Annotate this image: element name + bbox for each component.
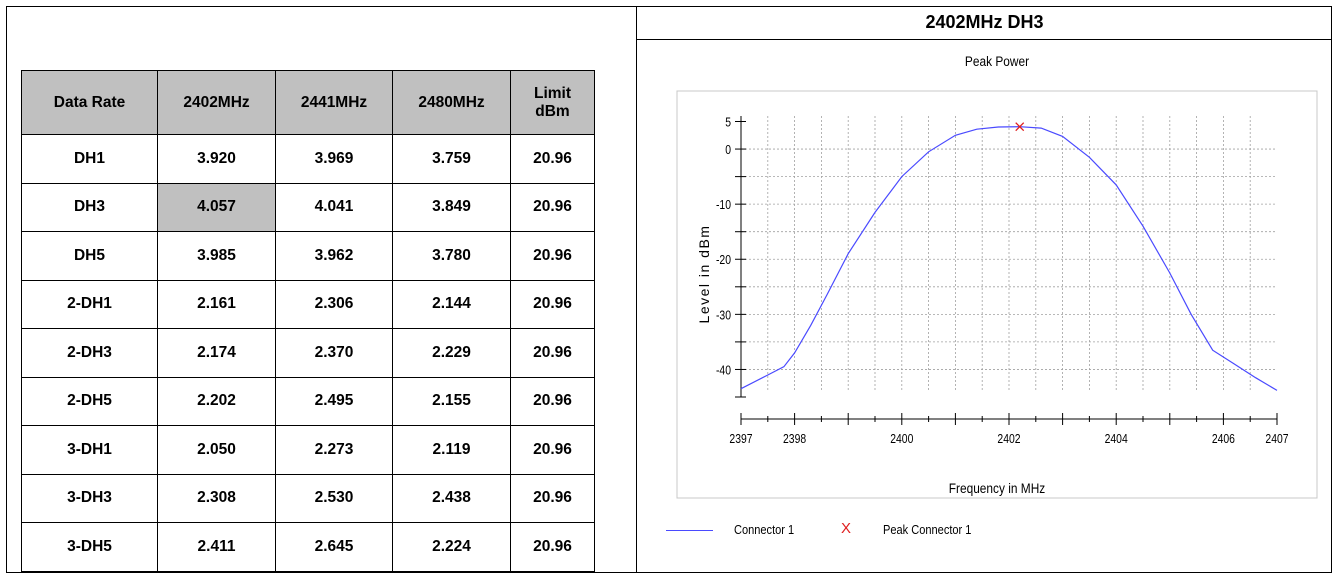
value-cell: 20.96 [510, 279, 595, 329]
data-rate-cell: 3-DH5 [21, 522, 158, 572]
value-cell: 20.96 [510, 182, 595, 232]
value-cell: 2.308 [157, 473, 276, 523]
value-cell: 20.96 [510, 376, 595, 426]
data-rate-cell: DH3 [21, 182, 158, 232]
panel-divider [636, 6, 637, 573]
data-rate-cell: 2-DH5 [21, 376, 158, 426]
y-axis-label: Level in dBm [696, 225, 712, 324]
value-cell: 3.985 [157, 231, 276, 281]
value-cell: 2.144 [392, 279, 511, 329]
x-tick-label: 2406 [1212, 432, 1236, 446]
value-cell: 3.920 [157, 134, 276, 184]
peak-power-chart: Peak Power 5 0 -10 -20 -30 -40 2397 2398 2400 2402… [676, 53, 1318, 499]
value-cell: 2.530 [275, 473, 393, 523]
data-rate-cell: DH5 [21, 231, 158, 281]
table-row: DH5 3.985 3.962 3.780 20.96 [21, 231, 595, 281]
legend-series-label: Connector 1 [734, 522, 795, 537]
legend-peak-label: Peak Connector 1 [883, 522, 972, 537]
column-header: 2402MHz [157, 70, 276, 135]
data-rate-cell: 2-DH3 [21, 328, 158, 378]
column-header: Limit dBm [510, 70, 595, 135]
data-rate-cell: DH1 [21, 134, 158, 184]
x-tick-label: 2400 [890, 432, 914, 446]
x-tick-label: 2404 [1105, 432, 1129, 446]
table-row: 3-DH3 2.308 2.530 2.438 20.96 [21, 473, 595, 523]
value-cell: 20.96 [510, 328, 595, 378]
data-rate-cell: 2-DH1 [21, 279, 158, 329]
legend-series-swatch [666, 530, 713, 531]
value-cell: 2.202 [157, 376, 276, 426]
x-axis-label: Frequency in MHz [949, 480, 1046, 496]
table-body: DH1 3.920 3.969 3.759 20.96 DH3 4.057 4.041 3.84… [21, 134, 595, 572]
value-cell: 2.155 [392, 376, 511, 426]
chart-frame [676, 90, 1318, 499]
x-tick-label: 2407 [1265, 432, 1288, 446]
peak-marker-stroke-b [1015, 122, 1025, 132]
column-header: Data Rate [21, 70, 158, 135]
value-cell: 2.050 [157, 425, 276, 475]
chart-title: Peak Power [965, 53, 1030, 69]
value-cell: 2.161 [157, 279, 276, 329]
value-cell: 3.962 [275, 231, 393, 281]
value-cell: 20.96 [510, 134, 595, 184]
y-tick-label: -20 [716, 253, 731, 267]
value-cell: 20.96 [510, 425, 595, 475]
value-cell: 3.849 [392, 182, 511, 232]
value-cell: 4.041 [275, 182, 393, 232]
table-header-row: Data Rate 2402MHz 2441MHz 2480MHz Limit dBm [21, 70, 595, 135]
data-rate-cell: 3-DH3 [21, 473, 158, 523]
value-cell: 3.780 [392, 231, 511, 281]
table-row: 2-DH1 2.161 2.306 2.144 20.96 [21, 279, 595, 329]
y-tick-label: 5 [725, 115, 731, 129]
series-line-connector-1 [740, 126, 1278, 391]
x-tick-label: 2398 [783, 432, 807, 446]
table-row: 2-DH5 2.202 2.495 2.155 20.96 [21, 376, 595, 426]
value-cell: 2.438 [392, 473, 511, 523]
outer-frame [6, 6, 1332, 573]
x-tick-label: 2397 [729, 432, 752, 446]
value-cell: 2.273 [275, 425, 393, 475]
value-cell: 2.411 [157, 522, 276, 572]
value-cell: 3.759 [392, 134, 511, 184]
power-table: Data Rate 2402MHz 2441MHz 2480MHz Limit dBm D… [21, 70, 595, 572]
value-cell: 2.119 [392, 425, 511, 475]
value-cell: 2.306 [275, 279, 393, 329]
x-tick-label: 2402 [997, 432, 1020, 446]
table-row: DH3 4.057 4.041 3.849 20.96 [21, 182, 595, 232]
value-cell: 2.370 [275, 328, 393, 378]
table-row: 2-DH3 2.174 2.370 2.229 20.96 [21, 328, 595, 378]
value-cell: 2.229 [392, 328, 511, 378]
column-header: 2480MHz [392, 70, 511, 135]
value-cell: 20.96 [510, 231, 595, 281]
value-cell: 2.174 [157, 328, 276, 378]
y-tick-label: 0 [725, 143, 731, 157]
y-tick-label: -40 [716, 363, 731, 377]
value-cell: 4.057 [157, 182, 276, 232]
value-cell: 3.969 [275, 134, 393, 184]
table-row: DH1 3.920 3.969 3.759 20.96 [21, 134, 595, 184]
plot-panel-title: 2402MHz DH3 [637, 6, 1332, 40]
value-cell: 20.96 [510, 473, 595, 523]
value-cell: 2.224 [392, 522, 511, 572]
y-tick-label: -30 [716, 308, 731, 322]
value-cell: 2.495 [275, 376, 393, 426]
value-cell: 20.96 [510, 522, 595, 572]
table-row: 3-DH5 2.411 2.645 2.224 20.96 [21, 522, 595, 572]
table-row: 3-DH1 2.050 2.273 2.119 20.96 [21, 425, 595, 475]
y-tick-label: -10 [716, 198, 731, 212]
data-rate-cell: 3-DH1 [21, 425, 158, 475]
column-header: 2441MHz [275, 70, 393, 135]
value-cell: 2.645 [275, 522, 393, 572]
legend-peak-marker-icon: X [841, 520, 852, 537]
